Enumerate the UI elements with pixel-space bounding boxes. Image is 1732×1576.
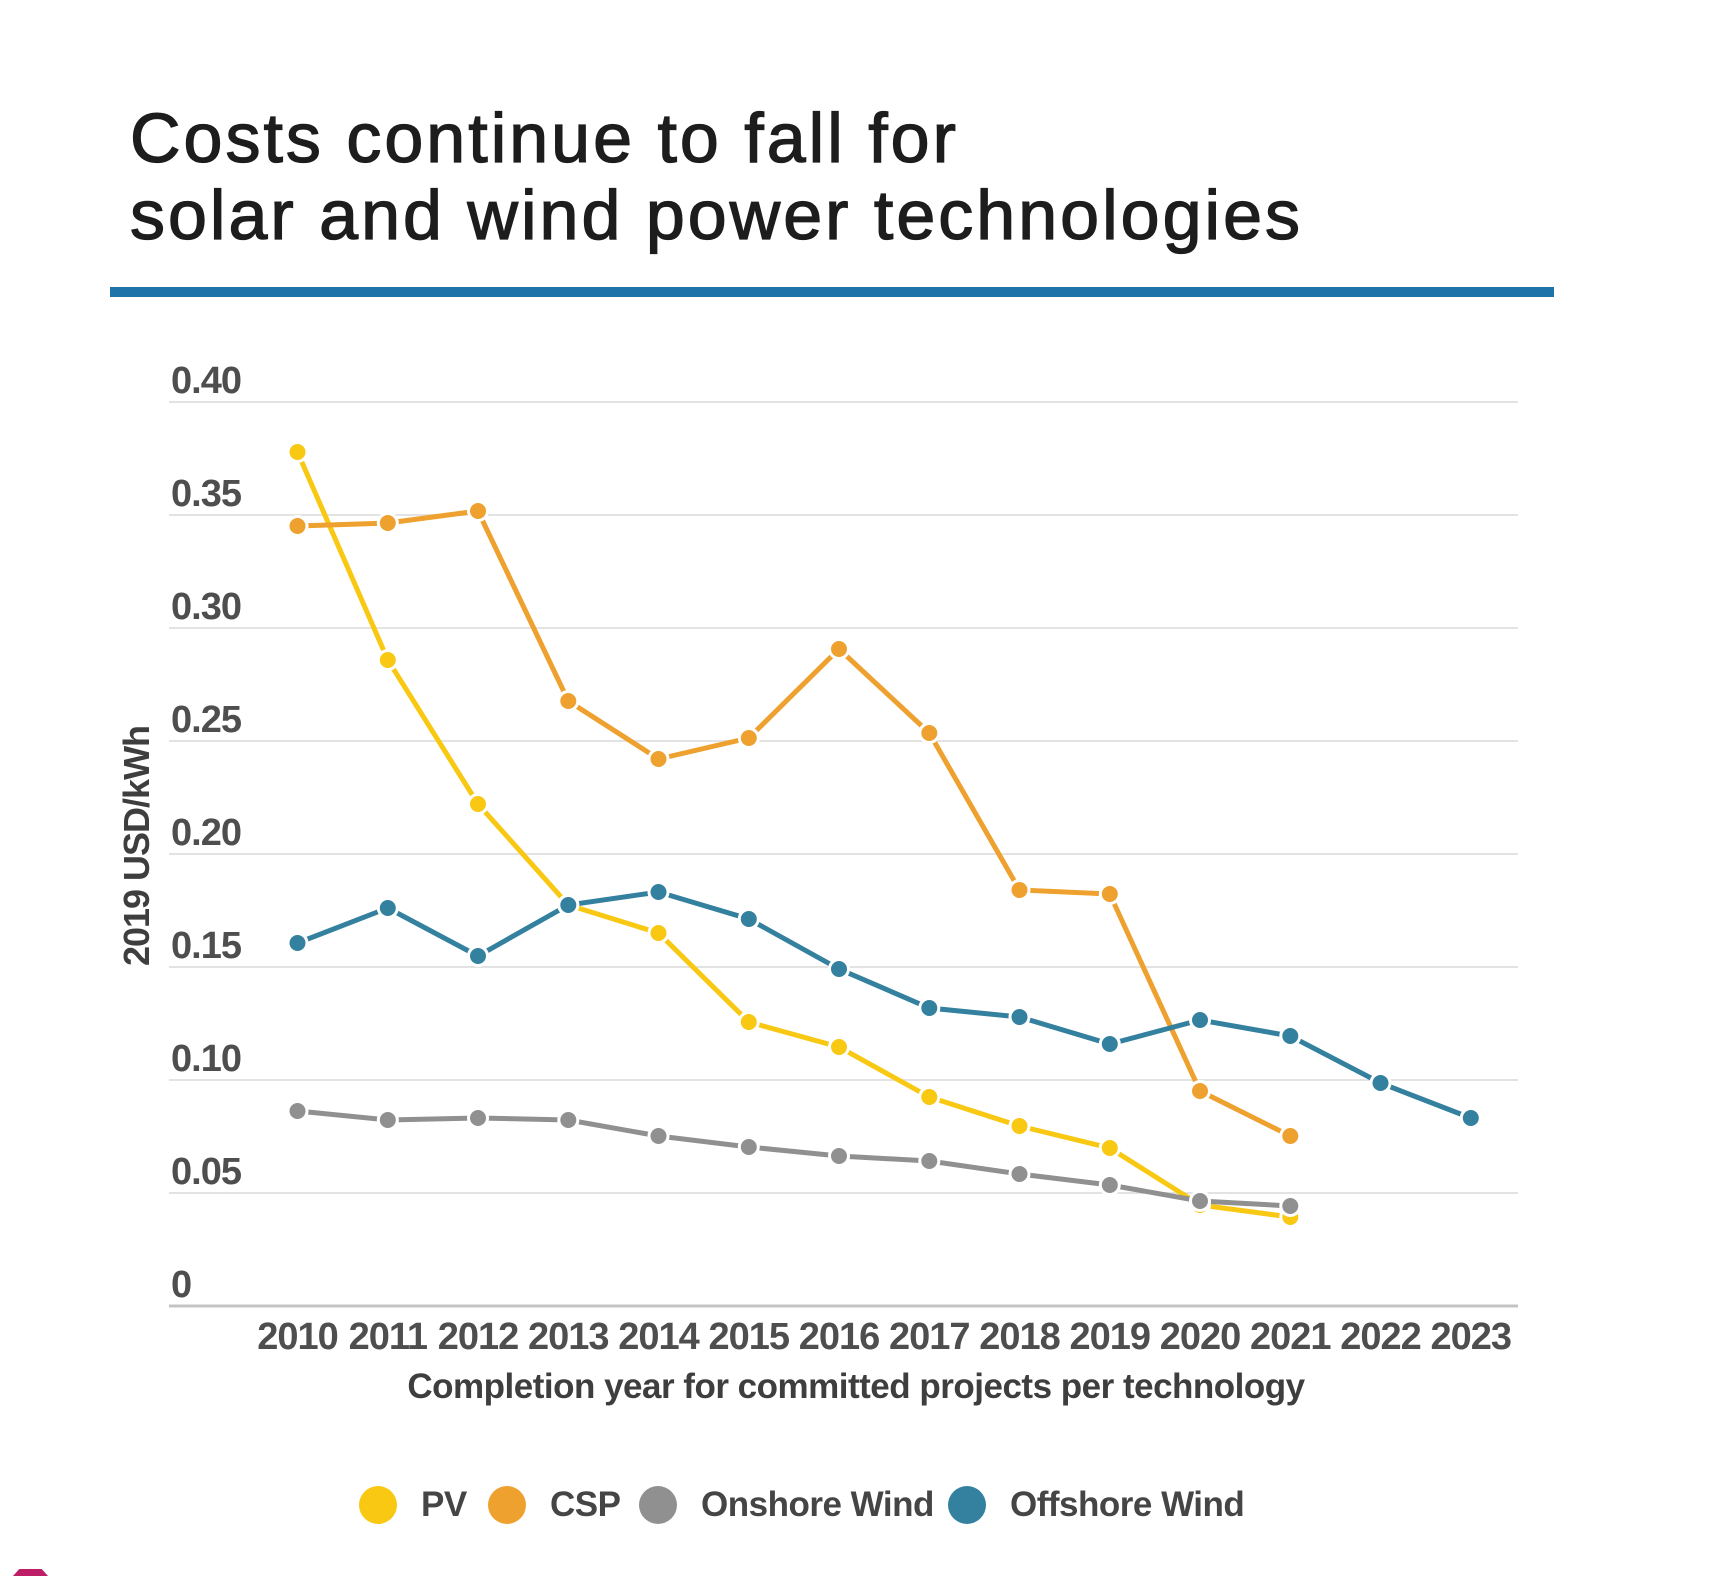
svg-text:0.15: 0.15: [171, 925, 242, 967]
svg-text:Completion year for committed: Completion year for committed projects p…: [407, 1367, 1305, 1406]
svg-text:0.20: 0.20: [171, 812, 241, 854]
svg-text:2021: 2021: [1250, 1316, 1331, 1358]
svg-text:2020: 2020: [1160, 1316, 1241, 1358]
svg-text:2015: 2015: [709, 1316, 790, 1358]
svg-text:0.25: 0.25: [171, 699, 242, 741]
svg-text:2019: 2019: [1070, 1316, 1151, 1358]
svg-text:0.10: 0.10: [171, 1038, 241, 1080]
svg-text:2016: 2016: [799, 1316, 880, 1358]
svg-text:2014: 2014: [618, 1316, 699, 1358]
svg-text:0.40: 0.40: [171, 360, 241, 402]
svg-text:0.35: 0.35: [171, 473, 242, 515]
svg-text:2013: 2013: [528, 1316, 609, 1358]
svg-text:2010: 2010: [257, 1316, 338, 1358]
svg-text:2017: 2017: [889, 1316, 970, 1358]
svg-text:2011: 2011: [349, 1316, 428, 1358]
svg-text:0.05: 0.05: [171, 1151, 242, 1193]
svg-text:0: 0: [171, 1264, 191, 1306]
svg-text:2023: 2023: [1431, 1316, 1512, 1358]
svg-text:2022: 2022: [1340, 1316, 1421, 1358]
svg-text:0.30: 0.30: [171, 586, 241, 628]
svg-text:2012: 2012: [438, 1316, 519, 1358]
svg-text:2018: 2018: [979, 1316, 1060, 1358]
svg-text:2019 USD/kWh: 2019 USD/kWh: [116, 726, 157, 966]
